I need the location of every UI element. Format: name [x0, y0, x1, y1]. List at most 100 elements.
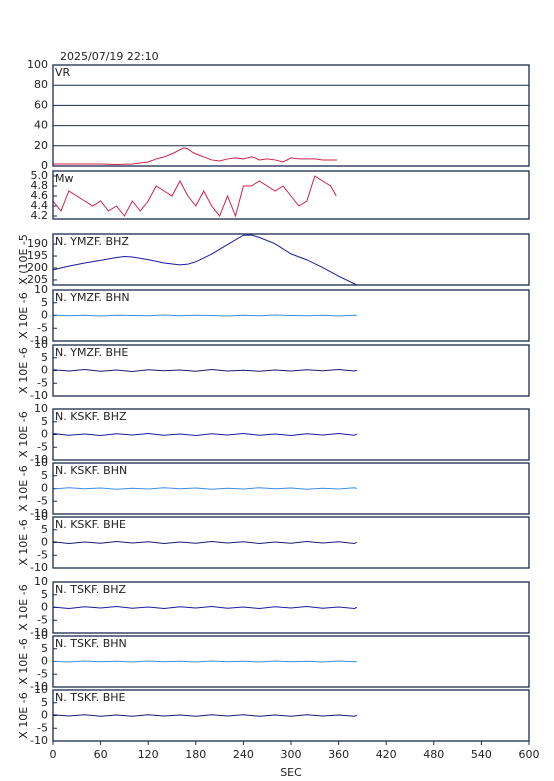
y-tick-label: 190	[27, 237, 48, 250]
panel-frame	[52, 289, 530, 342]
y-tick-label: 10	[34, 510, 48, 523]
data-line	[52, 368, 358, 373]
x-tick-label: 180	[185, 748, 206, 761]
panel-frame	[52, 462, 530, 515]
data-line	[52, 487, 358, 490]
panel-label: N. TSKF. BHE	[55, 691, 126, 704]
y-tick-label: -5	[37, 613, 48, 626]
y-tick-label: 205	[27, 273, 48, 286]
y-tick-label: 200	[27, 261, 48, 274]
y-tick-label: 5	[41, 642, 48, 655]
y-axis-label: X 10E -6	[17, 519, 30, 565]
y-tick-label: 60	[34, 98, 48, 111]
x-tick-label: 120	[138, 748, 159, 761]
y-tick-label: 4.2	[31, 209, 49, 222]
y-tick-label: -10	[30, 734, 48, 747]
x-axis-label: SEC	[280, 766, 302, 779]
y-tick-label: 10	[34, 456, 48, 469]
y-tick-label: -10	[30, 507, 48, 520]
y-tick-label: 4.6	[31, 189, 49, 202]
chart-title: 2025/07/19 22:10	[60, 50, 159, 63]
y-tick-label: 10	[34, 575, 48, 588]
y-tick-label: 10	[34, 629, 48, 642]
data-line	[52, 432, 358, 437]
panel-frame	[52, 581, 530, 634]
panel-label: N. KSKF. BHZ	[55, 410, 127, 423]
y-tick-label: 20	[34, 139, 48, 152]
panel-label: N. YMZF. BHZ	[55, 235, 129, 248]
y-tick-label: -10	[30, 680, 48, 693]
y-tick-label: 5.0	[31, 169, 49, 182]
y-tick-label: 0	[41, 655, 48, 668]
panel-frame	[52, 635, 530, 688]
panel-frame	[52, 408, 530, 461]
x-tick-label: 480	[423, 748, 444, 761]
y-tick-label: 5	[41, 351, 48, 364]
y-tick-label: 10	[34, 338, 48, 351]
data-line	[52, 234, 358, 286]
data-line	[52, 175, 337, 218]
y-tick-label: 0	[41, 709, 48, 722]
y-tick-label: 0	[41, 159, 48, 172]
data-line	[53, 147, 338, 165]
y-tick-label: -5	[37, 721, 48, 734]
panel-frame	[52, 170, 530, 220]
panel-label: N. KSKF. BHN	[55, 464, 127, 477]
y-tick-label: 5	[41, 523, 48, 536]
y-tick-label: 195	[27, 249, 48, 262]
panel-label: N. TSKF. BHZ	[55, 583, 127, 596]
x-tick-label: 600	[519, 748, 540, 761]
y-tick-label: -10	[30, 389, 48, 402]
x-tick-label: 0	[50, 748, 57, 761]
y-tick-label: 0	[41, 428, 48, 441]
data-line	[52, 540, 358, 545]
y-tick-label: 40	[34, 119, 48, 132]
x-tick-label: 60	[94, 748, 108, 761]
y-axis-label: X 10E -6	[17, 584, 30, 630]
x-tick-label: 420	[376, 748, 397, 761]
y-tick-label: 5	[41, 296, 48, 309]
y-axis-label: X 10E -6	[17, 347, 30, 393]
y-axis-label: X 10E -6	[17, 411, 30, 457]
y-tick-label: 10	[34, 283, 48, 296]
y-tick-label: 80	[34, 78, 48, 91]
panel-label: N. YMZF. BHN	[55, 291, 130, 304]
y-tick-label: -5	[37, 321, 48, 334]
y-tick-label: 5	[41, 696, 48, 709]
panel-frame	[52, 516, 530, 569]
y-axis-label: X 10E -6	[17, 638, 30, 684]
y-tick-label: 5	[41, 469, 48, 482]
data-line	[52, 314, 357, 317]
y-tick-label: -10	[30, 561, 48, 574]
y-tick-label: 100	[27, 58, 48, 71]
panel-frame	[52, 233, 530, 286]
data-line	[52, 714, 358, 717]
y-tick-label: -10	[30, 334, 48, 347]
panel-frame	[52, 64, 530, 167]
y-tick-label: -5	[37, 667, 48, 680]
y-tick-label: -5	[37, 440, 48, 453]
panel-label: VR	[55, 66, 71, 79]
y-axis-label: X 10E -6	[17, 692, 30, 738]
y-tick-label: 10	[34, 402, 48, 415]
y-tick-label: 0	[41, 601, 48, 614]
y-tick-label: 0	[41, 536, 48, 549]
y-axis-label: X 10E -6	[17, 292, 30, 338]
panel-label: N. YMZF. BHE	[55, 346, 128, 359]
y-tick-label: 5	[41, 415, 48, 428]
x-tick-label: 240	[233, 748, 254, 761]
data-line	[52, 605, 358, 610]
y-tick-label: 4.4	[31, 199, 49, 212]
y-tick-label: 4.8	[31, 179, 49, 192]
y-axis-label: X (10E -5	[17, 234, 30, 285]
panel-frame	[52, 344, 530, 397]
panel-label: N. KSKF. BHE	[55, 518, 126, 531]
x-tick-label: 300	[281, 748, 302, 761]
x-tick-label: 540	[471, 748, 492, 761]
y-tick-label: 10	[34, 683, 48, 696]
y-tick-label: 0	[41, 482, 48, 495]
y-tick-label: -5	[37, 548, 48, 561]
y-tick-label: -5	[37, 494, 48, 507]
y-tick-label: -10	[30, 453, 48, 466]
